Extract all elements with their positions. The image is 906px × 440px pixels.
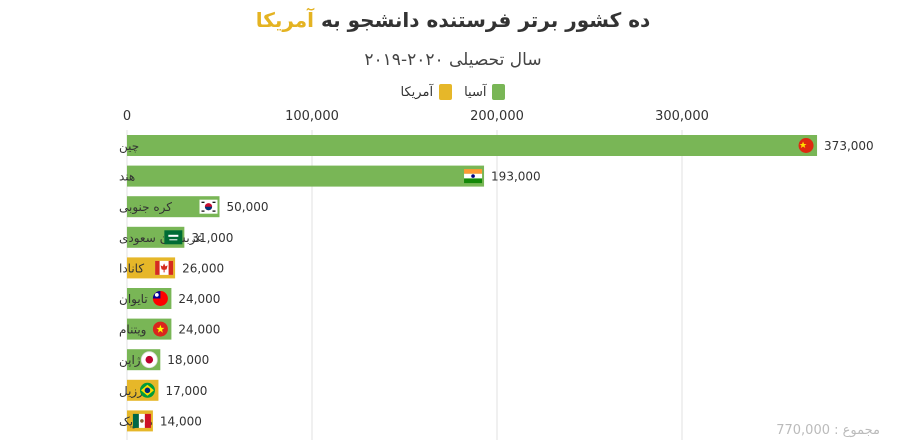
value-label: 50,000 [227, 200, 269, 214]
flag-part [464, 178, 483, 184]
bar [127, 135, 818, 156]
value-label: 26,000 [182, 261, 224, 275]
value-label: 193,000 [491, 170, 541, 184]
flag-part [201, 210, 205, 212]
flag-part [204, 206, 213, 211]
flag-part [145, 355, 154, 364]
flag-part [168, 234, 179, 237]
value-label: 373,000 [824, 139, 874, 153]
value-label: 31,000 [191, 231, 233, 245]
mexico-flag-icon [132, 413, 151, 428]
category-label: تایوان [119, 292, 148, 307]
flag-part [144, 413, 151, 428]
value-label: 24,000 [178, 323, 220, 337]
flag-part [140, 419, 144, 423]
brazil-flag-icon [139, 382, 155, 398]
china-flag-icon [798, 138, 814, 153]
category-label: کانادا [119, 261, 144, 275]
legend-label-asia: آسیا [464, 84, 487, 100]
flag-part [156, 324, 165, 333]
value-label: 14,000 [160, 414, 202, 428]
chart-title-highlight: آمریکا [255, 8, 315, 32]
flag-part [169, 239, 178, 241]
canada-flag-icon [155, 260, 174, 275]
south-korea-flag-icon [199, 199, 218, 214]
flag-part [154, 293, 159, 297]
category-label: ژاپن [119, 353, 141, 368]
category-label: ویتنام [119, 323, 146, 338]
flag-part [160, 263, 168, 273]
legend-item-asia[interactable]: آسیا [464, 82, 506, 102]
chart-title-prefix: ده کشور برتر فرستنده دانشجو به [314, 8, 651, 32]
flag-part [212, 210, 216, 212]
x-tick-label: 200,000 [470, 109, 524, 124]
india-flag-icon [464, 169, 483, 184]
chart-legend: آمریکا آسیا [0, 82, 906, 102]
category-label: چین [119, 139, 139, 154]
flag-part [140, 351, 158, 369]
flag-part [144, 387, 151, 394]
legend-item-america[interactable]: آمریکا [401, 82, 453, 102]
bar [127, 165, 485, 187]
bar [127, 196, 220, 218]
flag-part [201, 201, 205, 203]
chart-subtitle: سال تحصیلی ۲۰۲۰-۲۰۱۹ [364, 50, 542, 70]
category-label: برزیل [119, 384, 147, 399]
value-label: 17,000 [165, 384, 207, 398]
x-tick-label: 0 [123, 109, 131, 124]
value-label: 24,000 [178, 292, 220, 306]
flag-part [471, 174, 475, 178]
flag-part [168, 260, 174, 275]
value-label: 18,000 [167, 353, 209, 367]
total-label: مجموع : 770,000 [776, 423, 880, 438]
japan-flag-icon [140, 351, 158, 369]
taiwan-flag-icon [152, 291, 168, 306]
flag-part [798, 138, 814, 153]
flag-part [799, 141, 807, 148]
saudi-arabia-flag-icon [164, 230, 183, 245]
flag-part [212, 201, 216, 203]
x-tick-label: 100,000 [285, 109, 339, 124]
vietnam-flag-icon [152, 321, 168, 337]
legend-label-america: آمریکا [400, 84, 434, 100]
flag-part [155, 260, 160, 275]
flag-part [464, 169, 483, 174]
chart-title: ده کشور برتر فرستنده دانشجو به آمریکا [0, 8, 906, 32]
x-tick-label: 300,000 [655, 109, 709, 124]
category-label: عربستان سعودی [119, 231, 204, 246]
category-label: کره جنوبی [119, 200, 172, 215]
flag-part [164, 230, 183, 245]
flag-part [132, 413, 139, 428]
legend-swatch-asia [492, 84, 506, 100]
category-label: هند [119, 170, 135, 184]
legend-swatch-america [439, 84, 453, 100]
